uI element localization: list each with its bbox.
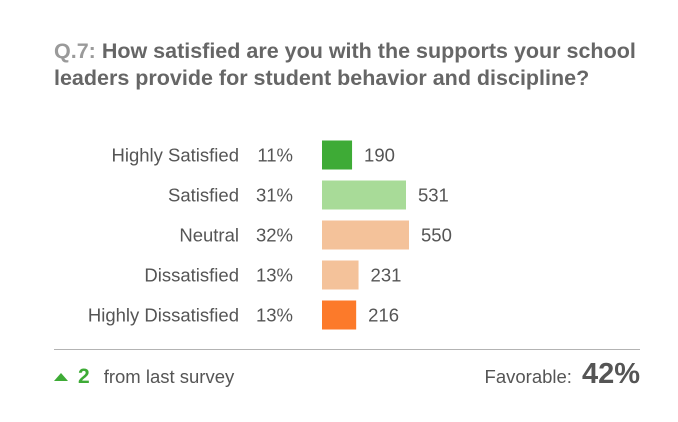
category-label: Dissatisfied [144, 265, 239, 286]
footer-divider [54, 349, 640, 350]
question-title: Q.7: How satisfied are you with the supp… [54, 38, 644, 92]
bar [322, 140, 353, 170]
category-label: Satisfied [168, 185, 239, 206]
question-number: Q.7: [54, 39, 96, 63]
favorable-label: Favorable: [484, 366, 572, 387]
value-label: 231 [371, 265, 402, 286]
percentage-label: 32% [256, 225, 293, 246]
category-label: Highly Dissatisfied [88, 305, 239, 326]
up-arrow-icon [54, 373, 68, 381]
bar [322, 180, 406, 210]
value-label: 550 [421, 225, 452, 246]
value-label: 190 [364, 145, 395, 166]
change-label: from last survey [103, 366, 235, 387]
bar [322, 260, 359, 290]
bar [322, 220, 409, 250]
percentage-label: 11% [257, 145, 293, 166]
category-label: Neutral [179, 225, 239, 246]
percentage-label: 13% [256, 305, 293, 326]
favorable-value: 42% [581, 358, 640, 390]
favorable-summary: Favorable: 42% [485, 358, 640, 394]
value-label: 216 [368, 305, 399, 326]
bar [322, 300, 357, 330]
value-label: 531 [418, 185, 449, 206]
question-text: How satisfied are you with the supports … [54, 39, 636, 90]
percentage-label: 13% [256, 265, 293, 286]
change-value: 2 [78, 365, 90, 388]
category-label: Highly Satisfied [111, 145, 239, 166]
change-indicator: 2 from last survey [54, 362, 234, 392]
percentage-label: 31% [256, 185, 293, 206]
